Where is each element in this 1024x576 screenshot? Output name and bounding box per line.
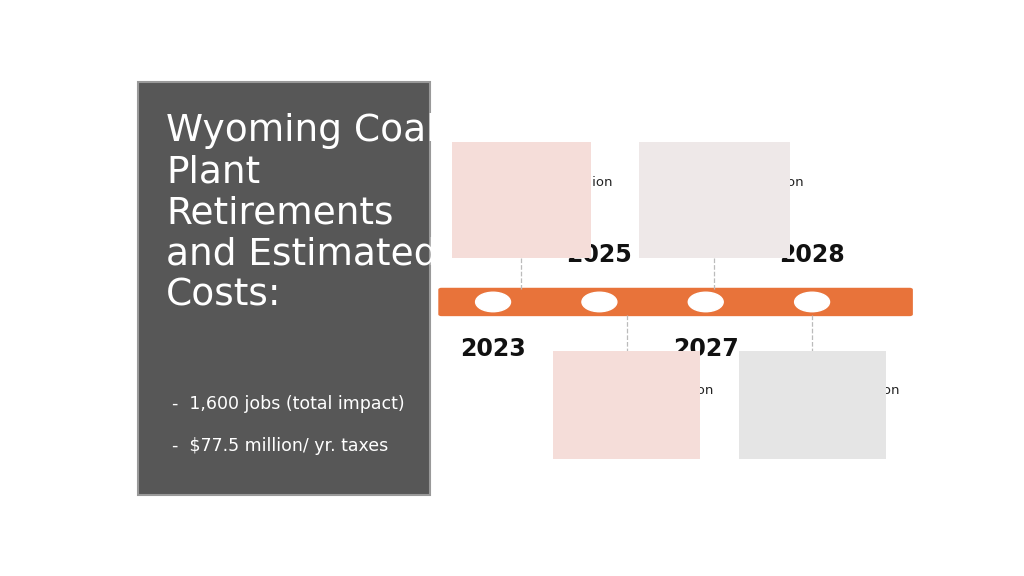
Text: • 310 jobs, $24 million: • 310 jobs, $24 million [461, 176, 612, 188]
Text: Naughton Units 1, 2: Naughton Units 1, 2 [562, 359, 695, 372]
Circle shape [582, 292, 616, 312]
FancyBboxPatch shape [137, 82, 430, 495]
FancyBboxPatch shape [639, 142, 790, 257]
FancyBboxPatch shape [739, 351, 886, 460]
Text: • 450 jobs, $20 million: • 450 jobs, $20 million [562, 384, 714, 397]
Text: annually in taxes: annually in taxes [658, 198, 773, 211]
Circle shape [795, 292, 829, 312]
FancyBboxPatch shape [438, 288, 912, 316]
Text: • 310 jobs, $24 million: • 310 jobs, $24 million [748, 384, 899, 397]
Circle shape [475, 292, 511, 312]
Text: -  1,600 jobs (total impact): - 1,600 jobs (total impact) [172, 395, 404, 413]
Text: 2025: 2025 [566, 244, 632, 267]
Text: 2028: 2028 [779, 244, 845, 267]
Text: 2027: 2027 [673, 336, 738, 361]
Text: annually in taxes: annually in taxes [573, 406, 687, 419]
Text: Bridger Unit 1: Bridger Unit 1 [461, 150, 554, 163]
FancyBboxPatch shape [553, 351, 700, 460]
Text: annually in taxes: annually in taxes [759, 406, 872, 419]
Circle shape [688, 292, 723, 312]
Text: annually in taxes: annually in taxes [472, 198, 586, 211]
Text: Bridger Unit 2: Bridger Unit 2 [748, 359, 841, 372]
Text: 2023: 2023 [460, 336, 526, 361]
Text: -  $77.5 million/ yr. taxes: - $77.5 million/ yr. taxes [172, 437, 388, 455]
Text: Dave Johnston: Dave Johnston [648, 150, 744, 163]
FancyBboxPatch shape [452, 142, 591, 257]
Text: Wyoming Coal
Plant
Retirements
and Estimated
Costs:: Wyoming Coal Plant Retirements and Estim… [166, 113, 437, 313]
Text: • 510 jobs, $9.5 million: • 510 jobs, $9.5 million [648, 176, 804, 188]
